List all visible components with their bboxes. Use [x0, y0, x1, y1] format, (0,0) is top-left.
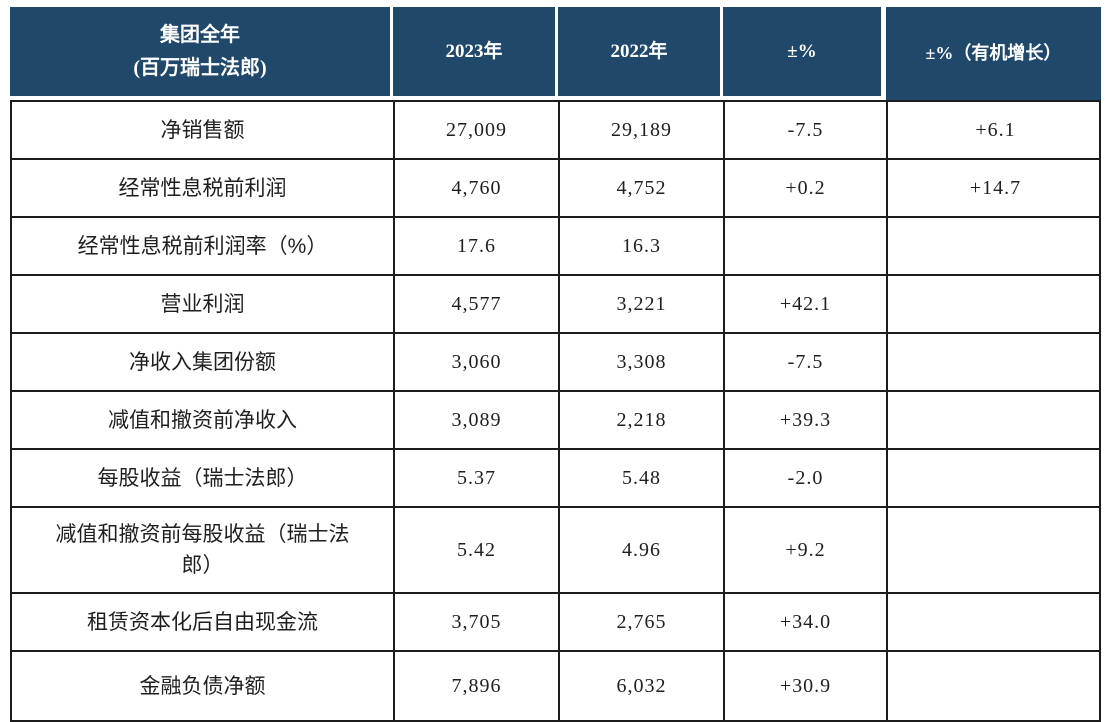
table-row-net-financial-debt: 金融负债净额 7,896 6,032 +30.9 — [12, 652, 1099, 720]
value-change-pct: +9.2 — [725, 508, 888, 592]
value-change-pct: -7.5 — [725, 334, 888, 390]
metric-label: 租赁资本化后自由现金流 — [12, 594, 395, 650]
value-change-pct: +34.0 — [725, 594, 888, 650]
metric-label: 每股收益（瑞士法郎） — [12, 450, 395, 506]
value-2023: 4,577 — [395, 276, 560, 332]
value-2022: 16.3 — [560, 218, 725, 274]
value-2022: 2,218 — [560, 392, 725, 448]
header-metric-line2: (百万瑞士法郎) — [133, 56, 267, 79]
value-2023: 17.6 — [395, 218, 560, 274]
value-organic-growth: +6.1 — [975, 118, 1016, 141]
metric-label: 净收入集团份额 — [12, 334, 395, 390]
value-organic-growth — [888, 276, 1103, 332]
table-row-net-income-group-share: 净收入集团份额 3,060 3,308 -7.5 — [12, 334, 1099, 392]
value-organic-growth — [888, 594, 1103, 650]
header-metric-line1: 集团全年 — [160, 23, 240, 46]
header-cell-organic-growth: ±%（有机增长） — [886, 7, 1101, 100]
table-row-net-income-before-impairment: 减值和撤资前净收入 3,089 2,218 +39.3 — [12, 392, 1099, 450]
table-row-net-sales: 净销售额 27,009 29,189 -7.5 +6.1 — [12, 102, 1099, 160]
metric-label: 经常性息税前利润 — [12, 160, 395, 216]
value-organic-growth — [888, 508, 1103, 592]
metric-label: 金融负债净额 — [12, 652, 395, 720]
value-organic-growth — [888, 334, 1103, 390]
value-change-pct: +39.3 — [725, 392, 888, 448]
value-change-pct: -2.0 — [725, 450, 888, 506]
value-2022: 4.96 — [560, 508, 725, 592]
header-cell-2022: 2022年 — [558, 7, 723, 96]
value-2023: 4,760 — [395, 160, 560, 216]
metric-label: 净销售额 — [12, 102, 395, 158]
value-2022: 3,221 — [560, 276, 725, 332]
value-2023: 3,060 — [395, 334, 560, 390]
table-row-operating-profit: 营业利润 4,577 3,221 +42.1 — [12, 276, 1099, 334]
table-row-recurring-ebit: 经常性息税前利润 4,760 4,752 +0.2 +14.7 — [12, 160, 1099, 218]
header-row: 集团全年 (百万瑞士法郎) 2023年 2022年 ±% ±%（有机增长） — [10, 7, 1101, 100]
value-organic-growth — [888, 392, 1103, 448]
value-2023: 5.37 — [395, 450, 560, 506]
value-2022: 6,032 — [560, 652, 725, 720]
value-2022: 2,765 — [560, 594, 725, 650]
table-row-recurring-ebit-margin: 经常性息税前利润率（%） 17.6 16.3 — [12, 218, 1099, 276]
value-2023: 3,705 — [395, 594, 560, 650]
value-organic-growth: +14.7 — [969, 176, 1022, 199]
metric-label: 减值和撤资前每股收益（瑞士法郎） — [12, 508, 395, 592]
value-organic-growth — [888, 450, 1103, 506]
value-2022: 3,308 — [560, 334, 725, 390]
header-cell-metric: 集团全年 (百万瑞士法郎) — [10, 7, 393, 96]
metric-label: 减值和撤资前净收入 — [12, 392, 395, 448]
table-row-eps-before-impairment: 减值和撤资前每股收益（瑞士法郎） 5.42 4.96 +9.2 — [12, 508, 1099, 594]
financial-table: 集团全年 (百万瑞士法郎) 2023年 2022年 ±% ±%（有机增长） 净销… — [10, 7, 1101, 722]
value-change-pct: +0.2 — [725, 160, 888, 216]
value-organic-growth — [888, 218, 1103, 274]
header-cell-2023: 2023年 — [393, 7, 558, 96]
header-cell-change-pct: ±% — [723, 7, 886, 96]
value-2023: 7,896 — [395, 652, 560, 720]
metric-label: 营业利润 — [12, 276, 395, 332]
value-2022: 4,752 — [560, 160, 725, 216]
table-body: 净销售额 27,009 29,189 -7.5 +6.1 经常性息税前利润 4,… — [10, 100, 1101, 722]
value-2022: 29,189 — [560, 102, 725, 158]
table-row-eps: 每股收益（瑞士法郎） 5.37 5.48 -2.0 — [12, 450, 1099, 508]
value-2022: 5.48 — [560, 450, 725, 506]
value-2023: 5.42 — [395, 508, 560, 592]
table-row-free-cash-flow: 租赁资本化后自由现金流 3,705 2,765 +34.0 — [12, 594, 1099, 652]
value-2023: 3,089 — [395, 392, 560, 448]
value-change-pct: +42.1 — [725, 276, 888, 332]
value-change-pct: -7.5 — [725, 102, 888, 158]
value-change-pct: +30.9 — [725, 652, 888, 720]
value-organic-growth — [888, 652, 1103, 720]
value-2023: 27,009 — [395, 102, 560, 158]
metric-label: 经常性息税前利润率（%） — [12, 218, 395, 274]
value-change-pct — [725, 218, 888, 274]
